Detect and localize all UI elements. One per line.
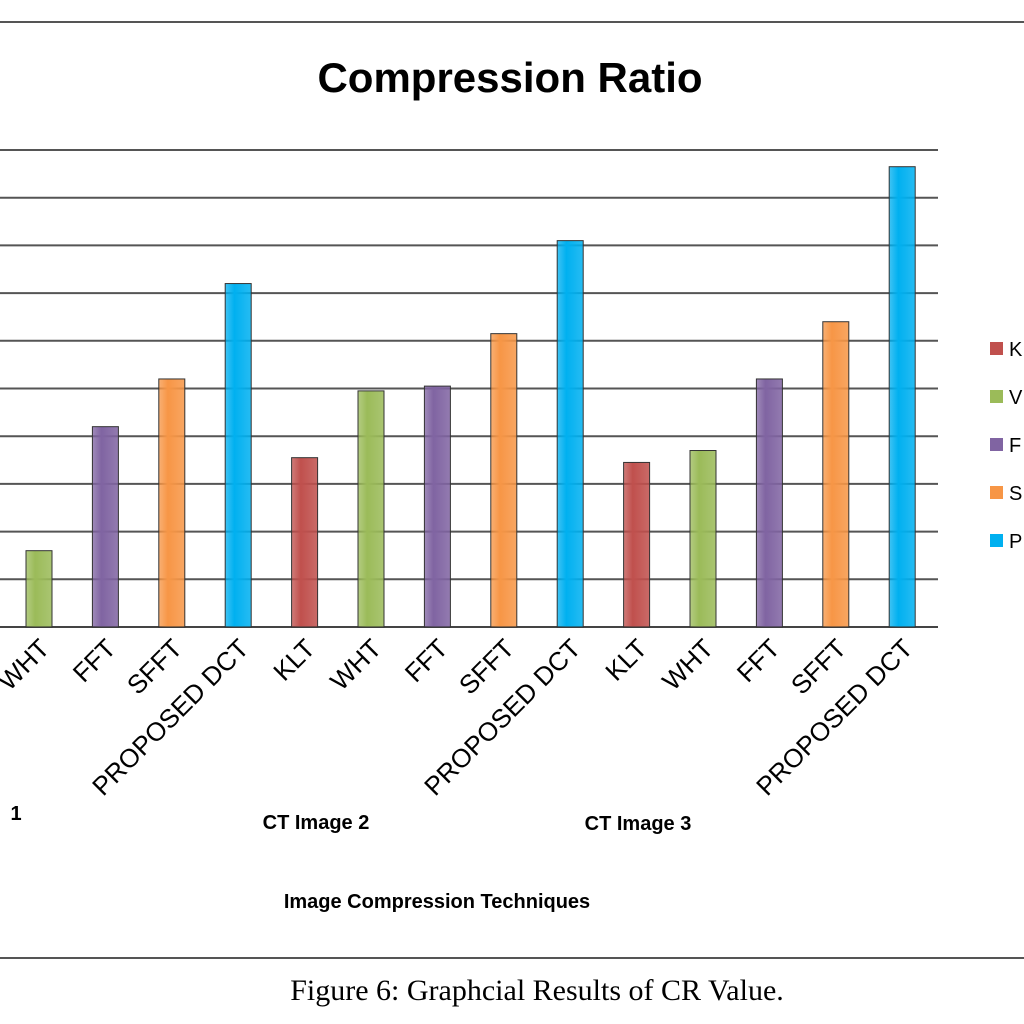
bars — [25, 166, 916, 628]
legend-swatch — [990, 342, 1003, 355]
figure-caption: Figure 6: Graphcial Results of CR Value. — [290, 974, 784, 1007]
bar — [623, 461, 651, 628]
bar — [755, 378, 783, 628]
x-tick-label: WHT — [0, 633, 55, 696]
legend-label: K — [1009, 339, 1023, 361]
legend-label: P — [1009, 531, 1022, 553]
bar — [158, 378, 186, 628]
chart-title: Compression Ratio — [317, 54, 702, 101]
bar — [291, 457, 319, 628]
group-label: 1 — [10, 803, 21, 825]
x-tick-label: FFT — [67, 633, 122, 688]
legend-label: S — [1009, 483, 1022, 505]
legend-swatch — [990, 390, 1003, 403]
x-tick-label: WHT — [656, 633, 719, 696]
legend: K V F S P — [990, 339, 1023, 553]
x-tick-label: WHT — [324, 633, 387, 696]
group-labels: 1 CT Image 2 CT Image 3 — [10, 803, 691, 835]
legend-label: F — [1009, 435, 1021, 457]
legend-swatch — [990, 438, 1003, 451]
legend-label: V — [1009, 387, 1023, 409]
grid-lines — [0, 149, 938, 628]
x-axis-label: Image Compression Techniques — [284, 891, 590, 913]
bar — [224, 283, 252, 628]
bar — [25, 550, 53, 628]
bar — [423, 385, 451, 628]
x-tick-label: FFT — [399, 633, 454, 688]
group-label: CT Image 2 — [263, 812, 370, 834]
x-tick-label: KLT — [599, 633, 653, 687]
bar — [91, 426, 119, 628]
bar — [556, 240, 584, 628]
bar — [888, 166, 916, 628]
group-label: CT Image 3 — [585, 813, 692, 835]
bar — [822, 321, 850, 628]
x-tick-label: KLT — [267, 633, 321, 687]
bar — [490, 333, 518, 628]
bar — [689, 450, 717, 628]
bar — [357, 390, 385, 628]
legend-swatch — [990, 486, 1003, 499]
legend-swatch — [990, 534, 1003, 547]
x-tick-label: FFT — [731, 633, 786, 688]
